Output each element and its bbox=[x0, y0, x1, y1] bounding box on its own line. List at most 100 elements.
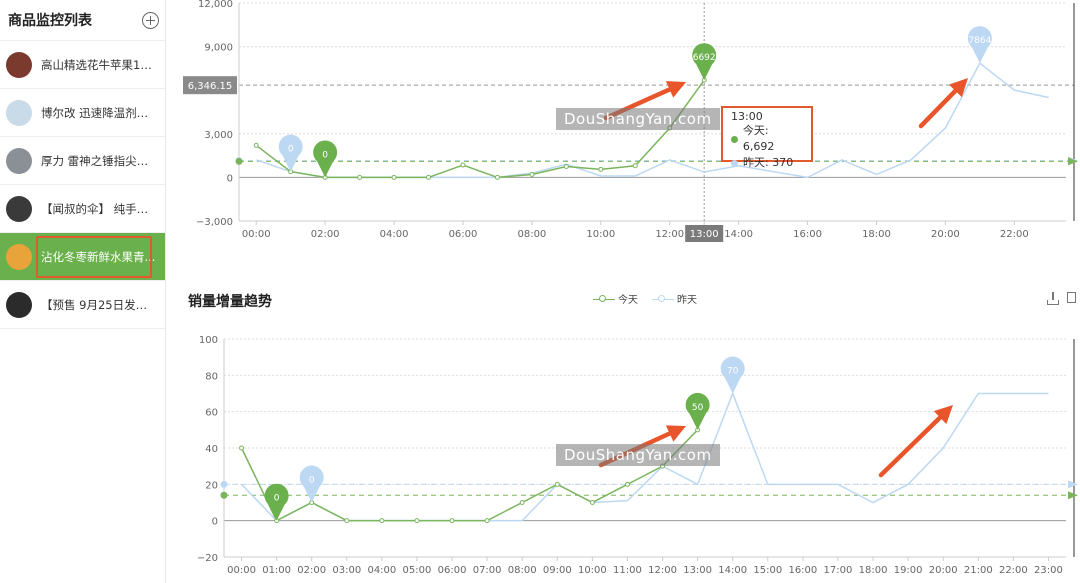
data-point-today bbox=[357, 174, 363, 180]
marker-pin bbox=[299, 465, 324, 503]
chart-tools bbox=[1039, 292, 1076, 305]
x-tick-label: 13:00 bbox=[690, 229, 719, 240]
watermark-top: DouShangYan.com bbox=[556, 108, 720, 130]
sales-total-chart[interactable]: 12,000 9,000 6,346.15 3,000 0 −3,000 00:00 02:0… bbox=[166, 0, 1080, 245]
product-thumbnail bbox=[6, 195, 32, 222]
tooltip-yesterday-value: 昨天: 370 bbox=[743, 156, 794, 169]
data-point-today bbox=[632, 163, 638, 169]
x-tick-label: 01:00 bbox=[262, 565, 291, 576]
data-point-today bbox=[449, 518, 455, 524]
marker-label: 50 bbox=[692, 403, 704, 413]
add-product-icon[interactable] bbox=[142, 11, 159, 29]
product-item[interactable]: 【闻叔的伞】 纯手工... bbox=[0, 185, 165, 233]
product-item[interactable]: 厚力 雷神之锤指尖陀... bbox=[0, 137, 165, 185]
x-tick-label: 19:00 bbox=[894, 565, 923, 576]
product-thumbnail bbox=[6, 291, 32, 318]
download-icon[interactable] bbox=[1047, 292, 1059, 305]
x-tick-label: 20:00 bbox=[929, 565, 958, 576]
data-point-today bbox=[589, 500, 595, 505]
x-tick-label: 02:00 bbox=[311, 229, 340, 240]
product-thumbnail bbox=[6, 147, 32, 174]
marker-label: 7864 bbox=[968, 36, 991, 46]
data-point-today bbox=[391, 174, 397, 180]
y-tick-label: 6,346.15 bbox=[188, 81, 233, 92]
data-view-icon[interactable] bbox=[1067, 292, 1076, 303]
product-item[interactable]: 沾化冬枣新鲜水果青... bbox=[0, 233, 165, 281]
y-tick-label: 0 bbox=[227, 173, 233, 184]
avg-start-yesterday bbox=[220, 480, 228, 488]
product-item[interactable]: 博尔改 迅速降温剂夏... bbox=[0, 89, 165, 137]
data-point-today bbox=[460, 162, 466, 168]
legend-yesterday[interactable]: 昨天 bbox=[652, 291, 697, 306]
tooltip-dot-yesterday bbox=[731, 159, 738, 167]
x-tick-label: 06:00 bbox=[438, 565, 467, 576]
product-thumbnail bbox=[6, 51, 32, 78]
y-tick-label: −20 bbox=[197, 553, 218, 564]
sales-increment-chart[interactable]: 100 80 60 40 20 0 −20 00:00 01:00 02:00 03:00 04:00… bbox=[166, 323, 1080, 583]
data-point-today bbox=[484, 518, 490, 524]
product-thumbnail bbox=[6, 99, 32, 126]
x-tick-label: 15:00 bbox=[753, 565, 782, 576]
x-tick-label: 22:00 bbox=[1000, 229, 1029, 240]
x-tick-label: 14:00 bbox=[724, 229, 753, 240]
legend-today[interactable]: 今天 bbox=[593, 291, 638, 306]
x-tick-label: 16:00 bbox=[793, 229, 822, 240]
legend-yesterday-label: 昨天 bbox=[677, 295, 697, 306]
crosshair-y-badge bbox=[183, 76, 237, 95]
y-tick-label: 100 bbox=[199, 335, 218, 346]
data-point-today bbox=[563, 164, 569, 169]
x-tick-label: 08:00 bbox=[508, 565, 537, 576]
sidebar-header: 商品监控列表 bbox=[0, 0, 165, 41]
data-point-today bbox=[624, 481, 630, 487]
annotation-arrow-head bbox=[665, 81, 686, 98]
tooltip-today-value: 今天: 6,692 bbox=[742, 124, 775, 153]
y-tick-label: 60 bbox=[205, 408, 218, 419]
product-item[interactable]: 【预售 9月25日发货... bbox=[0, 281, 165, 329]
x-tick-label: 13:00 bbox=[683, 565, 712, 576]
product-thumbnail bbox=[6, 243, 32, 270]
x-tick-label: 02:00 bbox=[297, 565, 326, 576]
tooltip-time: 13:00 bbox=[731, 110, 763, 123]
legend-yesterday-swatch bbox=[652, 294, 674, 304]
annotation-arrow-shaft bbox=[918, 88, 958, 129]
y-tick-label: 3,000 bbox=[204, 130, 233, 141]
legend-today-label: 今天 bbox=[618, 295, 638, 306]
y-tick-label: −3,000 bbox=[196, 217, 233, 228]
y-tick-label: 0 bbox=[212, 517, 218, 528]
tooltip-dot-today bbox=[731, 135, 738, 143]
marker-pin bbox=[685, 392, 710, 430]
annotation-arrow-head bbox=[948, 78, 968, 98]
x-tick-label: 04:00 bbox=[367, 565, 396, 576]
product-label: 厚力 雷神之锤指尖陀... bbox=[41, 153, 157, 168]
data-point-today bbox=[529, 171, 535, 177]
marker-pin bbox=[278, 134, 303, 172]
chart-legend: 今天 昨天 bbox=[593, 291, 711, 306]
marker-label: 0 bbox=[288, 145, 294, 155]
product-monitor-sidebar: 商品监控列表 高山精选花牛苹果10... 博尔改 迅速降温剂夏... 厚力 雷神之锤… bbox=[0, 0, 166, 583]
x-tick-label: 08:00 bbox=[517, 229, 546, 240]
x-tick-label: 22:00 bbox=[999, 565, 1028, 576]
x-tick-label: 03:00 bbox=[332, 565, 361, 576]
data-point-today bbox=[344, 518, 350, 524]
chart-tooltip: 13:00 今天: 6,692 昨天: 370 bbox=[721, 106, 813, 169]
marker-label: 0 bbox=[322, 150, 328, 160]
sidebar-title: 商品监控列表 bbox=[8, 13, 92, 29]
x-tick-label: 10:00 bbox=[586, 229, 615, 240]
data-point-today bbox=[519, 500, 525, 505]
y-tick-label: 12,000 bbox=[198, 0, 233, 10]
data-point-today bbox=[426, 174, 432, 180]
avg-start-today bbox=[220, 491, 228, 499]
x-tick-label: 20:00 bbox=[931, 229, 960, 240]
data-point-today bbox=[253, 142, 259, 148]
x-tick-label: 23:00 bbox=[1034, 565, 1063, 576]
data-point-today bbox=[239, 445, 245, 451]
product-label: 【预售 9月25日发货... bbox=[41, 297, 157, 312]
section-title-sales-increment: 销量增量趋势 bbox=[188, 294, 272, 310]
avg-arrow-yesterday bbox=[1068, 480, 1078, 489]
avg-start-today bbox=[235, 157, 243, 165]
x-tick-label: 12:00 bbox=[648, 565, 677, 576]
product-item[interactable]: 高山精选花牛苹果10... bbox=[0, 41, 165, 89]
data-point-today bbox=[598, 166, 604, 172]
marker-label: 0 bbox=[274, 494, 280, 504]
marker-pin bbox=[313, 140, 338, 178]
